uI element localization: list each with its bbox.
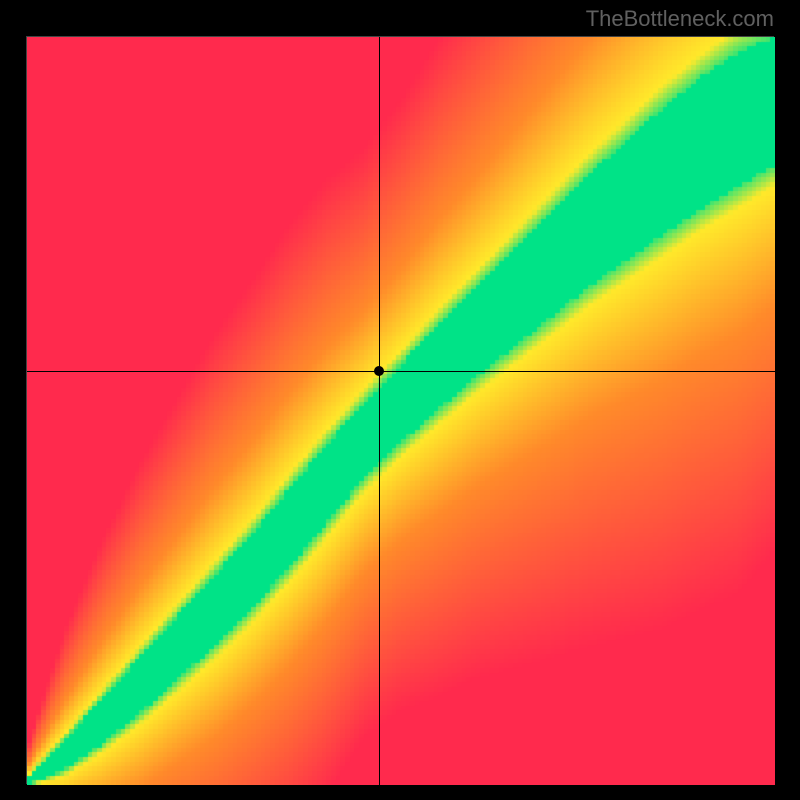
crosshair-vertical-line — [379, 37, 380, 785]
crosshair-horizontal-line — [27, 371, 775, 372]
watermark-text: TheBottleneck.com — [586, 6, 774, 32]
heatmap-canvas — [27, 37, 775, 785]
chart-container: TheBottleneck.com — [0, 0, 800, 800]
plot-area — [26, 36, 774, 784]
crosshair-dot — [374, 366, 384, 376]
